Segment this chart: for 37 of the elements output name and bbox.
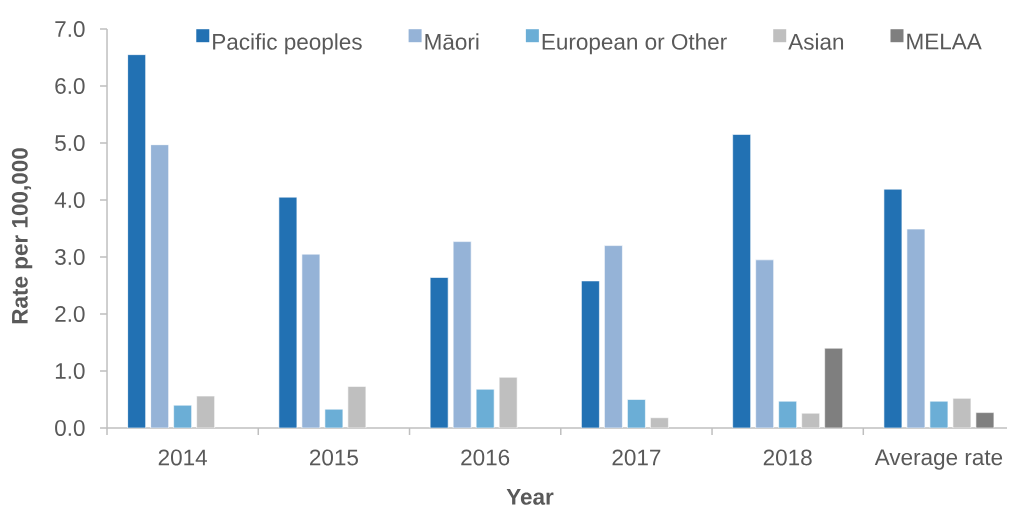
bar [452,241,472,428]
bar [627,399,646,428]
bar [778,400,797,428]
x-tick-label: 2014 [158,449,207,466]
x-tick-label: 2016 [461,449,510,466]
bar [581,280,600,428]
x-axis-title: Year [506,489,554,505]
bar [732,134,751,428]
y-tick-label: 3.0 [55,249,85,265]
y-axis-title: Rate per 100,000 [11,148,33,324]
bar [604,245,623,428]
y-tick-label: 1.0 [55,363,85,379]
bar [127,54,146,428]
legend-label: Asian [788,33,844,50]
legend-label: Māori [425,33,479,50]
legend-label: Pacific peoples [213,33,362,55]
bar [475,388,495,428]
x-tick-label: 2015 [310,449,358,466]
y-tick-label: 0.0 [55,420,85,436]
bar [429,277,449,428]
bar [150,144,169,428]
y-tick-label: 2.0 [55,306,85,322]
bar [975,412,995,428]
x-tick-label: 2018 [763,449,812,466]
legend-label: European or Other [542,33,727,55]
y-tick-label: 6.0 [55,78,85,94]
legend-label: MELAA [907,33,982,50]
bar [324,408,344,428]
bar [929,400,949,428]
bar [755,259,774,428]
x-tick-label: Average rate [874,449,1003,470]
y-tick-label: 5.0 [55,135,85,151]
y-tick-label: 4.0 [54,192,85,208]
x-tick-label: 2017 [612,449,661,466]
y-tick-label: 7.0 [55,21,85,37]
bar [173,404,192,428]
bar [824,347,843,428]
